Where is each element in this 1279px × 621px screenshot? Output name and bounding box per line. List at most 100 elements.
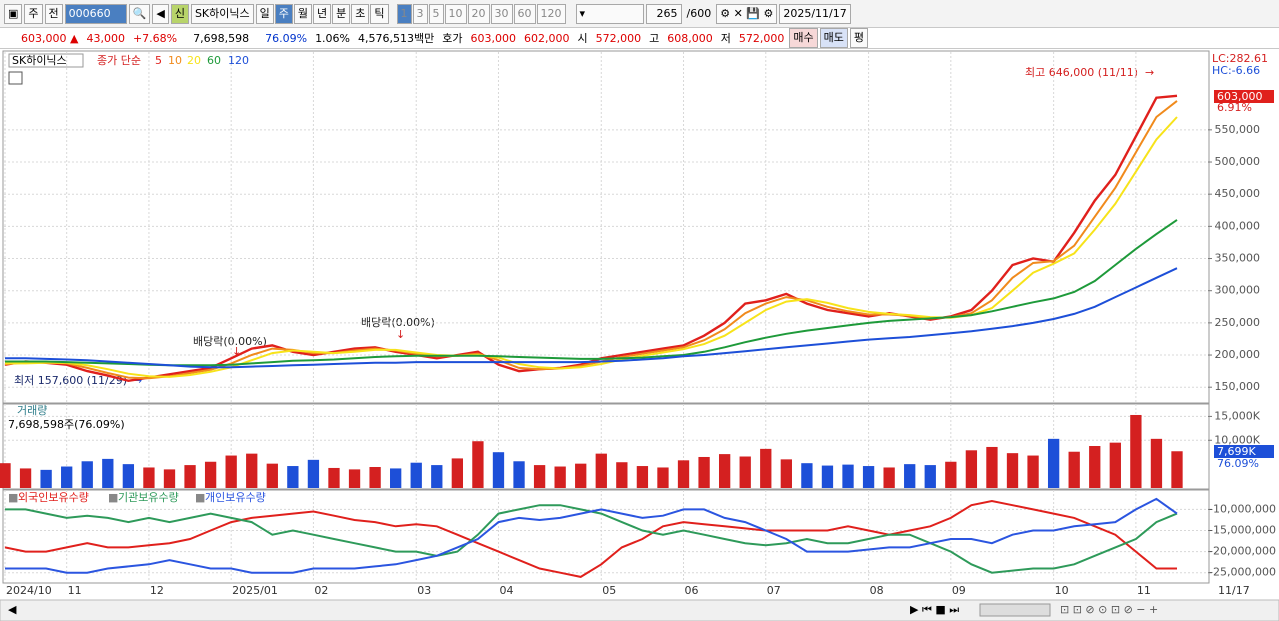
- volume-bar: [451, 458, 464, 488]
- high-label: 고: [649, 32, 660, 45]
- dividend-arrow: ↓: [396, 328, 405, 341]
- table-icon[interactable]: [8, 71, 23, 85]
- y-tick-label: 550,000: [1215, 123, 1261, 136]
- volume-bar: [513, 461, 525, 488]
- menu[interactable]: ▣: [4, 3, 23, 24]
- volume-bar: [842, 464, 854, 488]
- volume-bar: [307, 459, 320, 488]
- prev[interactable]: 전: [44, 3, 63, 24]
- volume-ratio: 76.09%: [265, 31, 308, 45]
- series-line: [5, 497, 1178, 574]
- count-max: /600: [686, 7, 712, 20]
- y-tick-label: 250,000: [1215, 316, 1261, 329]
- scroll-left[interactable]: ◀: [8, 603, 17, 616]
- cursor-date: 11/17: [1218, 584, 1250, 597]
- volume-bar: [1068, 451, 1080, 488]
- legend-entry: 20: [187, 54, 201, 67]
- high-annotation: 최고 646,000 (11/11): [1025, 66, 1138, 79]
- scrollbar[interactable]: [0, 599, 1279, 621]
- volume-bar: [1006, 453, 1019, 488]
- y-tick-label: -25,000,000: [1209, 566, 1276, 579]
- buy-button[interactable]: 매수: [789, 28, 818, 48]
- interval-button[interactable]: 1: [396, 3, 412, 24]
- interval-button[interactable]: 30: [490, 3, 513, 24]
- unit-button[interactable]: 년: [313, 3, 332, 24]
- date-input[interactable]: 2025/11/17: [779, 3, 851, 24]
- volume-bar: [143, 467, 155, 488]
- volume-bar: [40, 469, 52, 488]
- interval-button[interactable]: 20: [467, 3, 490, 24]
- volume-bar: [760, 448, 772, 488]
- unit-button[interactable]: 분: [332, 3, 351, 24]
- sell-button[interactable]: 매도: [819, 28, 848, 48]
- volume-bar: [1109, 442, 1121, 488]
- volume-ratio: 76.09%: [1217, 457, 1259, 470]
- open: 572,000: [595, 31, 642, 45]
- volume-bar: [945, 461, 957, 488]
- volume-bar: [554, 466, 566, 488]
- series-line: [5, 116, 1178, 378]
- period[interactable]: 주: [24, 3, 43, 24]
- sound[interactable]: ◀: [152, 3, 169, 24]
- volume-bar: [965, 450, 978, 488]
- series-line: [5, 219, 1178, 367]
- count[interactable]: 265: [645, 3, 682, 24]
- volume-bar: [575, 463, 587, 488]
- volume-bar: [102, 458, 114, 488]
- y-tick-label: 450,000: [1215, 187, 1261, 200]
- x-tick-label: 04: [499, 584, 513, 597]
- high: 608,000: [667, 31, 713, 45]
- x-tick-label: 2024/10: [6, 584, 52, 597]
- volume-bar: [636, 466, 649, 488]
- code-input[interactable]: 000660: [64, 3, 127, 24]
- volume-bar: [1047, 438, 1060, 488]
- stock-name-input[interactable]: SK하이닉스: [190, 3, 254, 24]
- search[interactable]: 🔍: [128, 3, 151, 24]
- volume-bar: [1130, 414, 1142, 488]
- interval-button[interactable]: 120: [536, 3, 566, 24]
- volume: 7,698,598: [193, 31, 250, 45]
- scroll-nav[interactable]: ▶ ⏮ ■ ⏭: [910, 603, 959, 616]
- volume-bar: [348, 469, 361, 488]
- unit-button[interactable]: 틱: [370, 3, 389, 24]
- interval-button[interactable]: 10: [444, 3, 467, 24]
- lc-label: LC:282.61: [1212, 52, 1268, 65]
- eval-button[interactable]: 평: [849, 28, 868, 48]
- low-annotation: 최저 157,600 (11/29): [14, 374, 127, 387]
- zoom-tools[interactable]: ⊡ ⊡ ⊘ ⊙ ⊡ ⊘ − +: [1060, 603, 1158, 616]
- volume-bar: [616, 462, 628, 488]
- volume-bar: [410, 462, 422, 488]
- legend-entry: 120: [228, 54, 249, 67]
- x-tick-label: 2025/01: [232, 584, 278, 597]
- volume-bar: [1089, 446, 1101, 488]
- volume-bar: [904, 464, 916, 488]
- unit-button[interactable]: 일: [255, 3, 274, 24]
- interval-button[interactable]: 5: [428, 3, 444, 24]
- scroll-thumb[interactable]: [979, 603, 1051, 617]
- x-tick-label: 05: [602, 584, 616, 597]
- period-select[interactable]: ▾: [575, 3, 644, 24]
- y-tick-label: 500,000: [1215, 155, 1261, 168]
- quote-label: 호가: [442, 32, 463, 45]
- x-tick-label: 11: [1137, 584, 1151, 597]
- unit-button[interactable]: 주: [274, 3, 293, 24]
- new-flag[interactable]: 신: [170, 3, 189, 24]
- unit-button[interactable]: 초: [351, 3, 370, 24]
- volume-bar: [431, 465, 443, 488]
- interval-button[interactable]: 3: [412, 3, 428, 24]
- x-tick-label: 07: [767, 584, 781, 597]
- tools[interactable]: ⚙ ✕ 💾 ⚙: [716, 3, 778, 24]
- interval-button[interactable]: 60: [513, 3, 536, 24]
- bid: 602,000: [524, 31, 570, 45]
- volume-bar: [204, 461, 217, 488]
- low-label: 저: [720, 32, 731, 45]
- change: 43,000: [86, 31, 125, 45]
- volume-bar: [492, 452, 505, 488]
- current-price: 603,000: [1217, 90, 1263, 103]
- x-tick-label: 02: [314, 584, 328, 597]
- volume-bar: [883, 467, 895, 488]
- unit-button[interactable]: 월: [293, 3, 313, 24]
- volume-bar: [801, 463, 813, 488]
- volume-bar: [225, 455, 237, 488]
